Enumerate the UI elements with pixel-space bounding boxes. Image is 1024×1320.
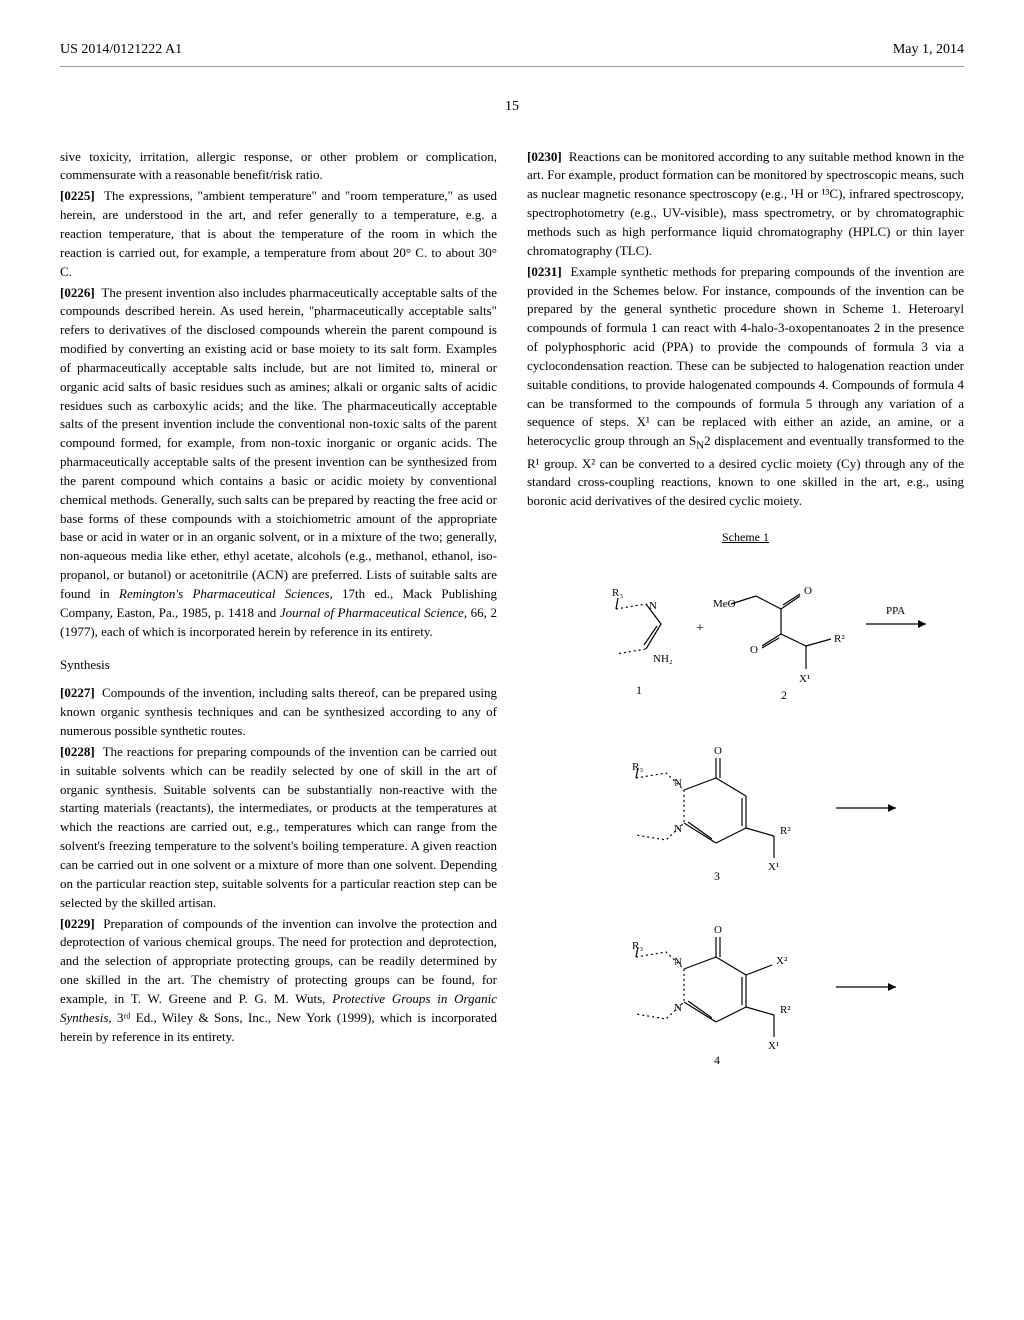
svg-text:R²: R² [780, 825, 791, 837]
svg-text:O: O [714, 745, 722, 757]
para-num: [0231] [527, 264, 562, 279]
para-text: The reactions for preparing compounds of… [60, 744, 497, 910]
para-0228: [0228] The reactions for preparing compo… [60, 743, 497, 913]
right-column: [0230] Reactions can be monitored accord… [527, 148, 964, 1087]
publication-number: US 2014/0121222 A1 [60, 40, 182, 60]
svg-text:X²: X² [776, 955, 788, 967]
body-columns: sive toxicity, irritation, allergic resp… [60, 148, 964, 1087]
para-num: [0229] [60, 916, 95, 931]
publication-date: May 1, 2014 [893, 40, 964, 60]
para-0231: [0231] Example synthetic methods for pre… [527, 263, 964, 511]
svg-text:MeO: MeO [713, 598, 736, 610]
para-text: Reactions can be monitored according to … [527, 149, 964, 258]
compound-number: 3 [714, 869, 720, 883]
para-0225: [0225] The expressions, "ambient tempera… [60, 187, 497, 281]
left-column: sive toxicity, irritation, allergic resp… [60, 148, 497, 1087]
para-num: [0226] [60, 285, 95, 300]
svg-text:O: O [714, 924, 722, 936]
scheme-compound-3-icon: R₃ N N O R² X¹ 3 [556, 728, 936, 888]
scheme-compound-1-2-icon: R₃ N NH₂ 1 + MeO [556, 554, 936, 714]
citation: Remington's Pharmaceutical Sciences, [119, 586, 333, 601]
para-text: Example synthetic methods for preparing … [527, 264, 964, 449]
ppa-label: PPA [886, 605, 905, 617]
para-num: [0228] [60, 744, 95, 759]
para-0227: [0227] Compounds of the invention, inclu… [60, 684, 497, 741]
svg-text:X¹: X¹ [768, 861, 779, 873]
svg-text:N: N [674, 956, 682, 968]
section-heading-synthesis: Synthesis [60, 656, 497, 675]
para-text: The present invention also includes phar… [60, 285, 497, 602]
svg-text:N: N [674, 777, 682, 789]
page-number: 15 [60, 97, 964, 117]
compound-number: 1 [636, 683, 642, 697]
para-num: [0225] [60, 188, 95, 203]
subscript: N [696, 440, 704, 452]
scheme-compound-4-icon: R₃ N N O X² R² X¹ 4 [556, 902, 936, 1072]
para-0226: [0226] The present invention also includ… [60, 284, 497, 642]
para-text: Compounds of the invention, including sa… [60, 685, 497, 738]
para-text: 3ʳᵈ Ed., Wiley & Sons, Inc., New York (1… [60, 1010, 497, 1044]
svg-text:+: + [696, 621, 704, 636]
compound-number: 4 [714, 1053, 720, 1067]
lead-in-text: sive toxicity, irritation, allergic resp… [60, 148, 497, 186]
svg-text:X¹: X¹ [799, 673, 810, 685]
svg-text:N: N [649, 600, 657, 612]
svg-text:N: N [674, 1002, 682, 1014]
svg-text:R²: R² [780, 1004, 791, 1016]
svg-text:X¹: X¹ [768, 1040, 779, 1052]
svg-text:NH₂: NH₂ [653, 653, 673, 665]
para-text: The expressions, "ambient temperature" a… [60, 188, 497, 278]
scheme-label: Scheme 1 [527, 529, 964, 546]
svg-text:O: O [750, 644, 758, 656]
svg-text:N: N [674, 823, 682, 835]
svg-text:O: O [804, 585, 812, 597]
patent-header: US 2014/0121222 A1 May 1, 2014 [60, 40, 964, 67]
para-0229: [0229] Preparation of compounds of the i… [60, 915, 497, 1047]
para-num: [0230] [527, 149, 562, 164]
compound-number: 2 [781, 688, 787, 702]
svg-text:R²: R² [834, 633, 845, 645]
para-0230: [0230] Reactions can be monitored accord… [527, 148, 964, 261]
para-num: [0227] [60, 685, 95, 700]
citation: Journal of Pharmaceutical Science, [280, 605, 467, 620]
svg-text:R₃: R₃ [612, 587, 623, 599]
